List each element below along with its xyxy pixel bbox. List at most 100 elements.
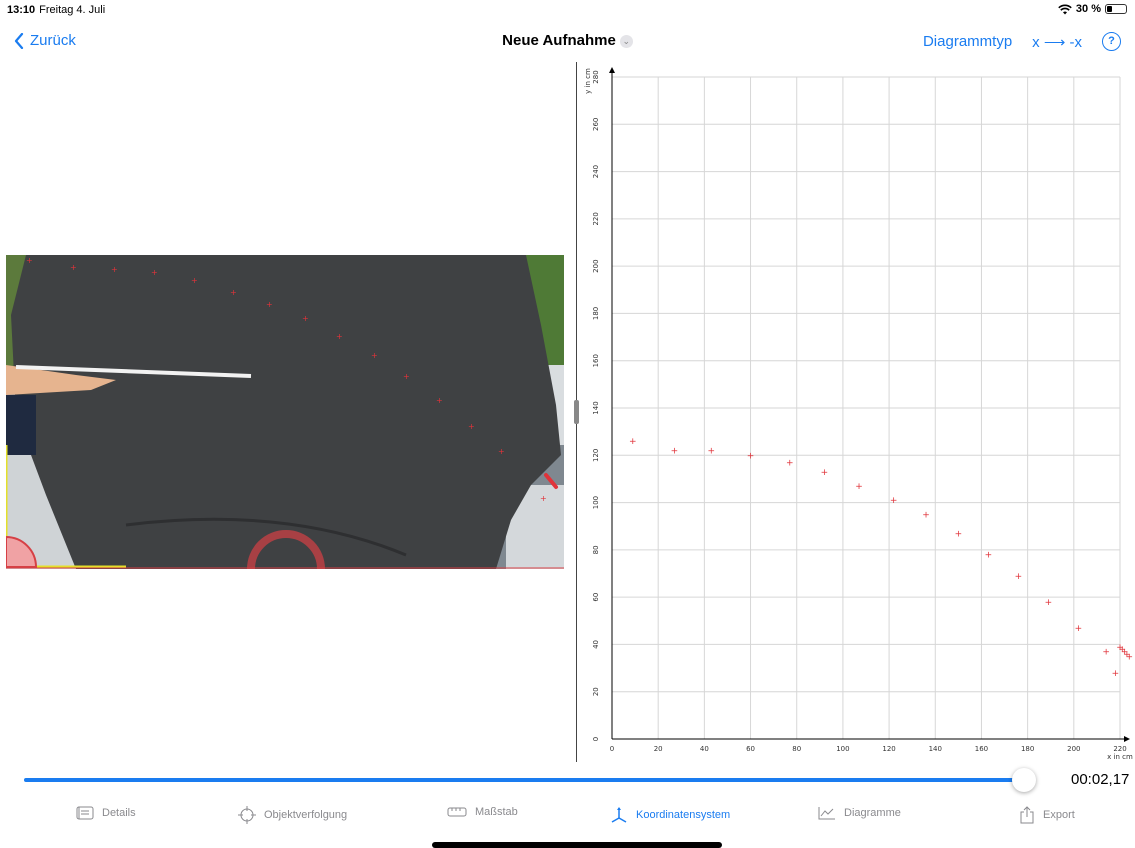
x-tick-label: 160	[975, 745, 988, 753]
tracked-points: + + + + + + + + + + + + + + +	[26, 256, 547, 503]
data-point: +	[922, 510, 930, 520]
y-tick-label: 20	[592, 687, 600, 696]
page-title[interactable]: Neue Aufnahme ⌄	[0, 32, 1135, 49]
coordinate-system-icon	[611, 807, 627, 823]
tab-export[interactable]: Export	[1019, 806, 1075, 824]
y-tick-label: 80	[592, 545, 600, 554]
data-point: +	[708, 447, 716, 457]
tab-label-diagrams: Diagramme	[844, 807, 901, 819]
data-point: +	[1123, 650, 1131, 660]
svg-text:+: +	[26, 256, 33, 265]
split-handle[interactable]	[574, 400, 579, 424]
data-point: +	[671, 447, 679, 457]
y-tick-label: 100	[592, 496, 600, 509]
tab-label-details: Details	[102, 807, 136, 819]
diagram-type-button[interactable]: Diagrammtyp	[922, 33, 1013, 50]
back-label: Zurück	[30, 32, 76, 49]
y-tick-label: 0	[592, 737, 600, 741]
x-tick-label: 120	[882, 745, 895, 753]
data-point: +	[985, 551, 993, 561]
x-tick-label: 100	[836, 745, 849, 753]
y-tick-label: 160	[592, 354, 600, 367]
svg-text:+: +	[70, 263, 77, 272]
battery-percent: 30 %	[1075, 3, 1101, 15]
tab-scale[interactable]: Maßstab	[447, 806, 518, 818]
ruler-icon	[447, 807, 467, 817]
y-tick-label: 220	[592, 212, 600, 225]
data-point: +	[821, 468, 829, 478]
x-tick-label: 180	[1021, 745, 1034, 753]
x-tick-label: 200	[1067, 745, 1080, 753]
y-tick-label: 200	[592, 259, 600, 272]
data-point: +	[1119, 645, 1127, 655]
chevron-down-icon: ⌄	[619, 34, 633, 48]
data-point: +	[629, 437, 637, 447]
svg-text:+: +	[371, 351, 378, 360]
y-axis-arrow	[609, 67, 615, 73]
x-tick-label: 140	[929, 745, 942, 753]
page-title-text: Neue Aufnahme	[502, 32, 616, 49]
video-image: + + + + + + + + + + + + + + +	[6, 255, 564, 569]
svg-text:+: +	[111, 265, 118, 274]
data-point: +	[1015, 572, 1023, 582]
tab-object-tracking[interactable]: Objektverfolgung	[238, 806, 347, 824]
data-point: +	[1045, 598, 1053, 608]
svg-text:+: +	[191, 276, 198, 285]
data-point: +	[1075, 624, 1083, 634]
data-point: +	[855, 482, 863, 492]
share-icon	[1020, 806, 1034, 824]
plot-svg: 0 20 40 60 80 100 120 140 160 180 200 220 0 20 40 60 80 1…	[584, 67, 1133, 761]
x-axis-arrow	[1124, 736, 1130, 742]
x-tick-label: 20	[654, 745, 663, 753]
wifi-icon	[1058, 4, 1072, 14]
tab-label-export: Export	[1043, 809, 1075, 821]
flip-x-button[interactable]: x ⟶ -x	[1032, 33, 1082, 51]
x-tick-label: 80	[792, 745, 801, 753]
tab-label-coordinate-system: Koordinatensystem	[636, 809, 731, 821]
chart-icon	[818, 807, 835, 820]
timeline-progress[interactable]	[24, 778, 1024, 782]
video-frame[interactable]: + + + + + + + + + + + + + + +	[6, 255, 564, 569]
y-tick-label: 280	[592, 70, 600, 83]
tab-label-scale: Maßstab	[475, 806, 518, 818]
status-time: 13:10	[7, 4, 36, 16]
tab-diagrams[interactable]: Diagramme	[818, 806, 901, 820]
status-right: 30 %	[1058, 3, 1127, 15]
nav-bar: Zurück Neue Aufnahme ⌄ Diagrammtyp x ⟶ -x…	[0, 28, 1135, 58]
tab-label-object-tracking: Objektverfolgung	[264, 809, 348, 821]
svg-text:+: +	[266, 300, 273, 309]
x-tick-label: 0	[610, 745, 614, 753]
data-point: +	[1116, 643, 1124, 653]
y-tick-label: 180	[592, 307, 600, 320]
data-point: +	[1125, 652, 1133, 662]
data-point: +	[1102, 648, 1110, 658]
x-tick-label: 40	[700, 745, 709, 753]
tab-bar: Details Objektverfolgung Maßstab Koordin…	[0, 806, 1135, 832]
svg-text:+: +	[403, 372, 410, 381]
x-tick-label: 60	[746, 745, 755, 753]
y-axis-title: y in cm	[584, 68, 592, 94]
y-tick-label: 260	[592, 118, 600, 131]
home-indicator	[432, 842, 722, 848]
svg-text:+: +	[468, 422, 475, 431]
target-icon	[238, 806, 256, 824]
status-date: Freitag 4. Juli	[39, 4, 106, 16]
nav-actions: Diagrammtyp x ⟶ -x ?	[923, 32, 1121, 51]
data-point: +	[955, 529, 963, 539]
timeline-thumb[interactable]	[1012, 768, 1036, 792]
back-button[interactable]: Zurück	[14, 32, 76, 49]
svg-text:+: +	[151, 268, 158, 277]
y-tick-label: 60	[592, 593, 600, 602]
tab-details[interactable]: Details	[76, 806, 136, 820]
x-tick-label: 220	[1113, 745, 1126, 753]
coordinate-plot[interactable]: 0 20 40 60 80 100 120 140 160 180 200 220 0 20 40 60 80 1…	[580, 62, 1135, 772]
data-point: +	[1121, 648, 1129, 658]
y-tick-label: 120	[592, 449, 600, 462]
chevron-left-icon	[14, 32, 24, 49]
data-point: +	[890, 496, 898, 506]
svg-text:+: +	[336, 332, 343, 341]
help-icon[interactable]: ?	[1102, 32, 1121, 51]
tab-coordinate-system[interactable]: Koordinatensystem	[610, 806, 730, 824]
data-point: +	[786, 458, 794, 468]
x-axis-title: x in cm	[1107, 753, 1133, 761]
